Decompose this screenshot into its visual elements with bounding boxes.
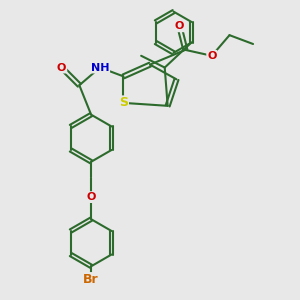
Text: O: O: [175, 21, 184, 31]
Text: S: S: [119, 96, 128, 110]
Text: Br: Br: [83, 273, 99, 286]
Text: O: O: [86, 192, 96, 202]
Text: NH: NH: [91, 63, 109, 73]
Text: O: O: [207, 51, 217, 61]
Text: O: O: [57, 63, 66, 73]
